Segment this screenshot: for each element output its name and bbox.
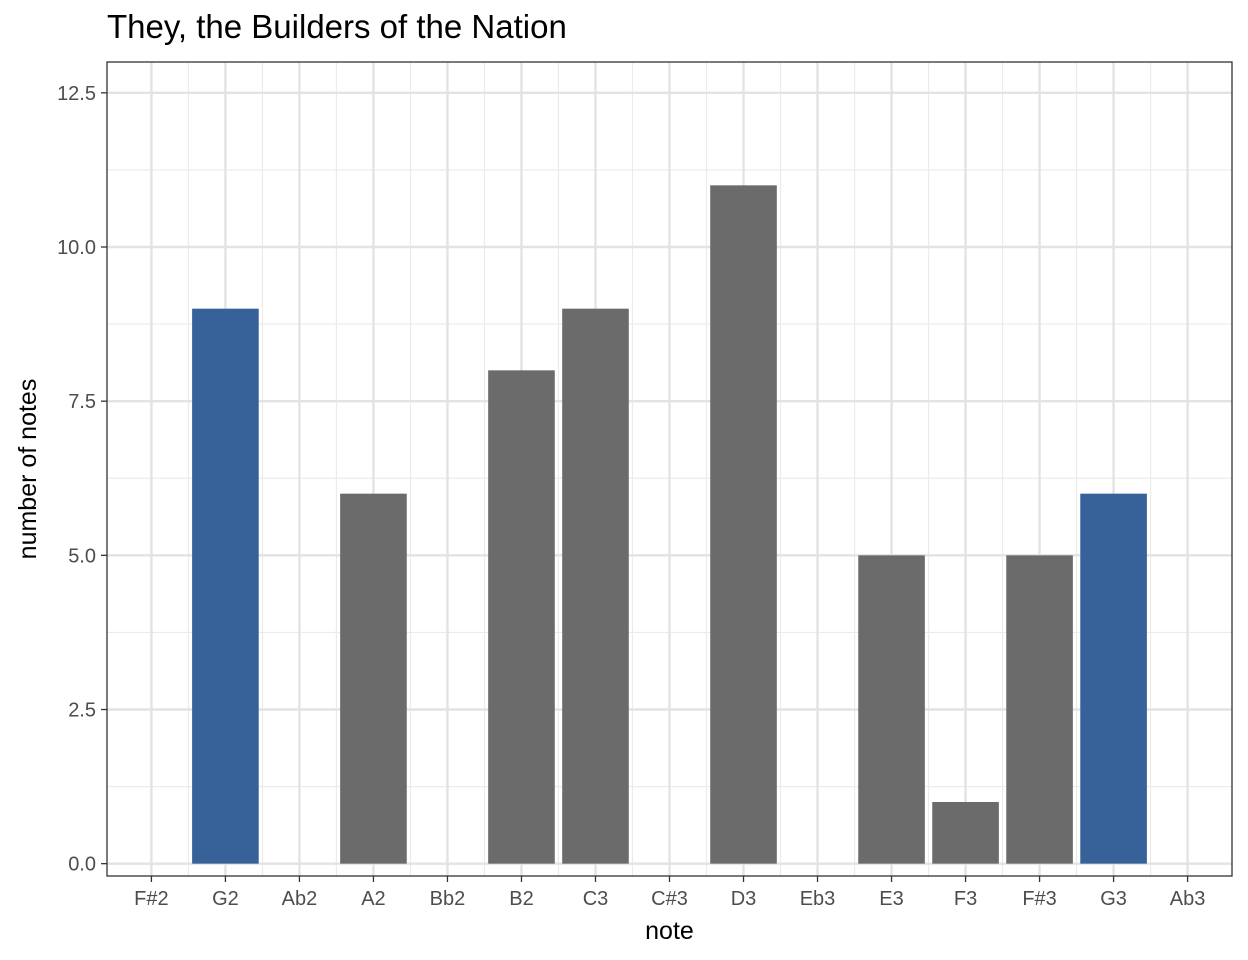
y-tick-label: 12.5: [57, 83, 96, 105]
x-axis-title: note: [645, 917, 694, 945]
x-tick-label: E3: [879, 888, 903, 910]
bar-b2: [488, 370, 555, 864]
x-tick-label: F3: [954, 888, 977, 910]
x-tick-label: Eb3: [800, 888, 836, 910]
x-tick-label: Bb2: [430, 888, 466, 910]
bar-a2: [340, 493, 407, 864]
bars: [192, 185, 1147, 864]
chart-title: They, the Builders of the Nation: [107, 8, 567, 45]
x-tick-label: Ab3: [1170, 888, 1206, 910]
x-tick-label: C#3: [651, 888, 688, 910]
x-tick-label: G2: [212, 888, 239, 910]
bar-g2: [192, 308, 259, 864]
x-tick-label: Ab2: [282, 888, 318, 910]
y-tick-label: 5.0: [68, 545, 96, 567]
x-tick-label: D3: [731, 888, 757, 910]
y-axis-title: number of notes: [14, 379, 42, 560]
x-tick-label: F#2: [134, 888, 168, 910]
bar-fsharp3: [1006, 555, 1073, 864]
axes: 0.0 2.5 5.0 7.5 10.0 12.5 F#2 G2 Ab2 A2 Bb2 B2 C3 C#3…: [57, 83, 1205, 910]
x-tick-label: C3: [583, 888, 609, 910]
x-tick-label: G3: [1100, 888, 1127, 910]
bar-d3: [710, 185, 777, 864]
x-tick-label: A2: [361, 888, 385, 910]
bar-g3: [1080, 493, 1147, 864]
y-tick-label: 7.5: [68, 391, 96, 413]
bar-e3: [858, 555, 925, 864]
y-tick-label: 2.5: [68, 700, 96, 722]
bar-f3: [932, 802, 999, 864]
x-tick-label: F#3: [1022, 888, 1056, 910]
y-tick-label: 0.0: [68, 854, 96, 876]
y-tick-label: 10.0: [57, 237, 96, 259]
bar-c3: [562, 308, 629, 864]
x-tick-label: B2: [509, 888, 533, 910]
